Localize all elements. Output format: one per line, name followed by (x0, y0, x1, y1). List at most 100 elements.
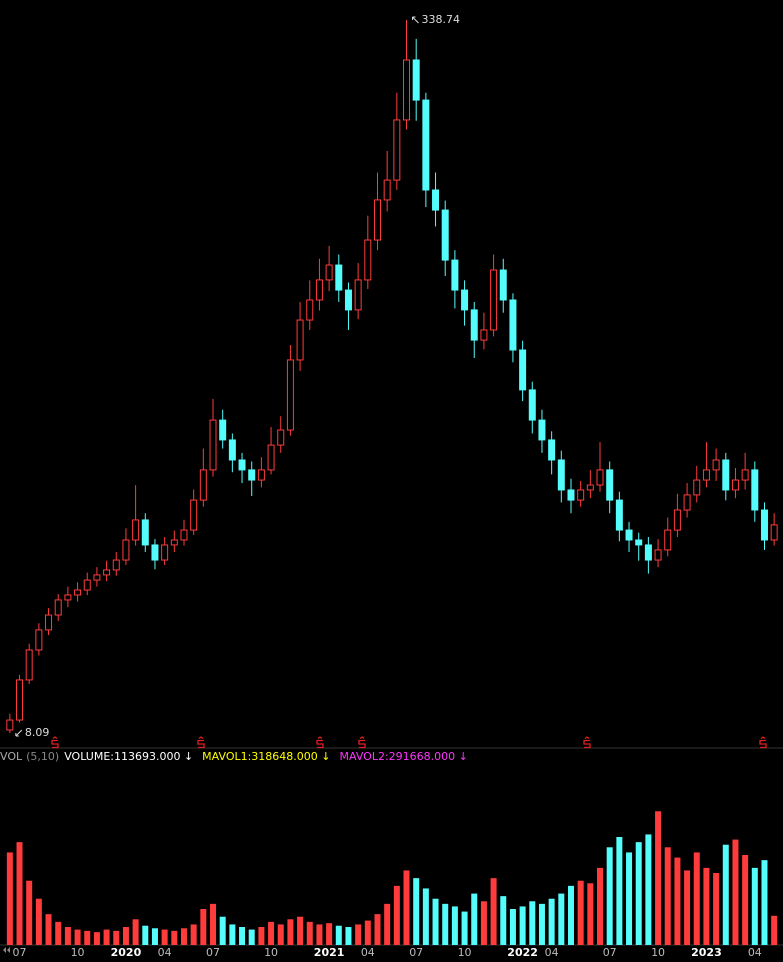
volume-bar (751, 867, 758, 945)
x-tick-label: 2020 (111, 946, 142, 959)
volume-bar (74, 929, 81, 945)
candle-body (199, 469, 207, 501)
annotation-arrow (15, 729, 23, 737)
candle-body (528, 389, 536, 421)
volume-bar (471, 893, 478, 945)
candle-body (219, 419, 227, 441)
signal-marker (51, 736, 59, 749)
candle-body (103, 569, 111, 576)
volume-bar (210, 903, 217, 945)
volume-bar (606, 847, 613, 945)
volume-bar (132, 919, 139, 945)
candle-body (770, 524, 778, 541)
volume-bar (538, 903, 545, 945)
volume-bar (239, 927, 246, 945)
volume-bar (548, 898, 555, 945)
candle-body (151, 544, 159, 561)
x-tick-label: 07 (13, 946, 27, 959)
volume-bar (161, 929, 168, 945)
candle-body (499, 269, 507, 301)
volume-bar (180, 928, 187, 945)
candle-body (335, 264, 343, 291)
volume-bar (587, 883, 594, 945)
candle-body (16, 679, 24, 721)
volume-bar (703, 867, 710, 945)
volume-bar (26, 880, 33, 945)
volume-bar (229, 924, 236, 945)
candle-body (606, 469, 614, 501)
candle-body (393, 119, 401, 181)
volume-bar (297, 916, 304, 945)
candle-body (760, 509, 768, 541)
volume-bar (64, 927, 71, 945)
volume-bar (732, 839, 739, 945)
volume-bar (6, 852, 13, 945)
x-tick-label: 2021 (314, 946, 345, 959)
candle-body (654, 549, 662, 561)
low-label: 8.09 (25, 726, 50, 739)
volume-bar (577, 880, 584, 945)
volume-bar (413, 878, 420, 945)
volume-bar (761, 860, 768, 945)
volume-bar (693, 852, 700, 945)
candle-body (412, 59, 420, 101)
candle-body (286, 359, 294, 431)
candle-body (441, 209, 449, 261)
candle-body (64, 594, 72, 601)
volume-bar (490, 878, 497, 945)
candle-body (35, 629, 43, 651)
candle-body (238, 459, 246, 471)
volume-bar (316, 924, 323, 945)
candle-body (403, 59, 411, 121)
x-tick-label: 04 (158, 946, 172, 959)
volume-bar (142, 925, 149, 945)
volume-bar (122, 927, 129, 945)
candle-body (296, 319, 304, 361)
signal-marker (197, 736, 205, 749)
candle-body (54, 599, 62, 616)
volume-bar (655, 811, 662, 945)
x-tick-label: 2022 (507, 946, 538, 959)
x-tick-label: 04 (361, 946, 375, 959)
x-tick-label: 10 (264, 946, 278, 959)
candle-body (673, 509, 681, 531)
indicator-name: VOL (0, 750, 23, 763)
candle-body (74, 589, 82, 596)
volume-bar (684, 870, 691, 945)
high-label: 338.74 (422, 13, 461, 26)
candle-body (161, 544, 169, 561)
volume-bar (258, 927, 265, 945)
volume-bar (55, 921, 62, 945)
candle-body (112, 559, 120, 571)
candle-body (180, 529, 188, 541)
volume-bar (364, 920, 371, 945)
x-tick-label: 07 (409, 946, 423, 959)
candle-body (480, 329, 488, 341)
candle-body (635, 539, 643, 546)
candle-body (577, 489, 585, 501)
candle-body (228, 439, 236, 461)
signal-marker (583, 736, 591, 749)
volume-bar (248, 929, 255, 945)
x-tick-label: 10 (71, 946, 85, 959)
candle-body (315, 279, 323, 301)
volume-bar (16, 842, 23, 945)
volume-bar (461, 911, 468, 945)
x-tick-label: 10 (458, 946, 472, 959)
x-tick-label: 07 (603, 946, 617, 959)
candle-body (490, 269, 498, 331)
candle-body (625, 529, 633, 541)
volume-bar (403, 870, 410, 945)
signal-markers (51, 736, 767, 749)
volume-bar (93, 932, 100, 945)
signal-marker (358, 736, 366, 749)
candle-body (731, 479, 739, 491)
volume-bar (597, 867, 604, 945)
candle-body (122, 539, 130, 561)
candle-body (683, 494, 691, 511)
volume-bar (345, 927, 352, 945)
candle-body (373, 199, 381, 241)
x-tick-label: 04 (748, 946, 762, 959)
volume-bar (219, 916, 226, 945)
